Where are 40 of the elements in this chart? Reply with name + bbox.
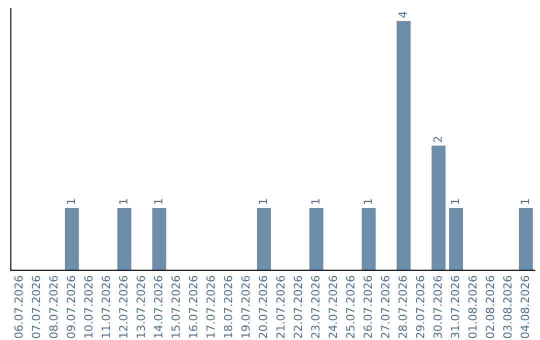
x-tick-label: 21.07.2026: [276, 276, 285, 338]
x-tick-label: 12.07.2026: [119, 276, 128, 338]
x-tick-label: 31.07.2026: [450, 276, 460, 338]
x-tick-label: 03.08.2026: [503, 276, 512, 338]
x-tick-label: 29.07.2026: [416, 276, 424, 338]
x-tick-label: 13.07.2026: [136, 276, 145, 338]
x-tick-label: 28.07.2026: [398, 276, 407, 338]
x-tick-label: 02.08.2026: [486, 276, 494, 338]
data-label: 2: [433, 136, 442, 142]
x-tick-label: 09.07.2026: [66, 276, 76, 338]
data-label: 1: [520, 199, 529, 204]
x-tick-label: 04.08.2026: [520, 276, 530, 338]
x-tick-label: 11.07.2026: [102, 276, 110, 338]
x-tick-label: 27.07.2026: [381, 276, 390, 338]
data-label: 1: [311, 199, 320, 204]
x-tick-label: 20.07.2026: [258, 276, 268, 338]
x-tick-label: 16.07.2026: [188, 276, 198, 338]
data-label: 1: [258, 199, 268, 204]
x-tick-label: 15.07.2026: [171, 276, 180, 338]
x-tick-label: 06.07.2026: [14, 276, 23, 338]
x-tick-label: 01.08.2026: [468, 276, 477, 338]
x-tick-label: 10.07.2026: [84, 276, 93, 338]
x-tick-label: 25.07.2026: [346, 276, 354, 338]
x-tick-label: 14.07.2026: [154, 276, 162, 338]
x-tick-label: 19.07.2026: [241, 276, 250, 338]
x-tick-label: 30.07.2026: [433, 276, 442, 338]
x-tick-label: 18.07.2026: [224, 276, 232, 338]
data-label: 1: [66, 199, 75, 204]
data-label: 4: [398, 12, 407, 18]
x-tick-label: 08.07.2026: [49, 276, 58, 338]
data-label: 1: [119, 199, 128, 204]
data-label: 1: [154, 199, 162, 204]
x-tick-label: 24.07.2026: [328, 276, 338, 338]
x-tick-label: 26.07.2026: [364, 276, 372, 338]
x-tick-label: 23.07.2026: [311, 276, 320, 338]
x-tick-label: 17.07.2026: [206, 276, 215, 338]
x-tick-label: 07.07.2026: [32, 276, 40, 338]
x-tick-label: 22.07.2026: [294, 276, 302, 338]
data-label: 1: [450, 199, 460, 204]
data-label: 1: [364, 199, 372, 204]
